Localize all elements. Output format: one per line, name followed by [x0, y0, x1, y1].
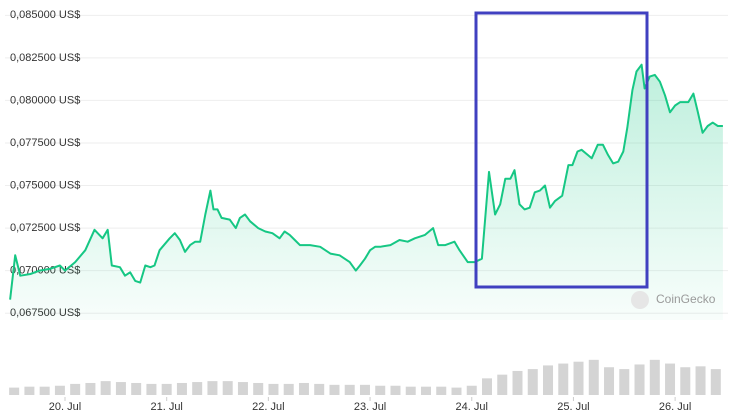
volume-bar [131, 382, 142, 395]
volume-bar [283, 383, 294, 395]
volume-bar [405, 386, 416, 395]
volume-bar [39, 386, 50, 395]
plot [9, 63, 723, 395]
volume-bar [512, 370, 523, 395]
volume-bar [146, 383, 157, 395]
volume-bar [359, 384, 370, 395]
watermark-logo [631, 291, 649, 309]
volume-bar [222, 381, 233, 395]
y-tick-label: 0,072500 US$ [10, 222, 80, 234]
price-line [9, 63, 723, 300]
volume-bar [298, 382, 309, 395]
volume-bar [9, 387, 20, 395]
x-tick-label: 21. Jul [150, 401, 182, 413]
volume-bar [390, 385, 401, 395]
volume-bar [527, 369, 538, 395]
x-tick-label: 24. Jul [456, 401, 488, 413]
x-tick-label: 25. Jul [557, 401, 589, 413]
x-tick-label: 20. Jul [49, 401, 81, 413]
highlight-box [474, 11, 649, 289]
volume-bar [161, 383, 172, 395]
watermark: CoinGecko [656, 292, 716, 306]
volume-bar [70, 383, 81, 395]
volume-bar [237, 382, 248, 395]
volume-bar [482, 378, 492, 395]
volume-bar [420, 386, 431, 395]
volume-bar [497, 374, 508, 395]
volume-bar [665, 363, 676, 395]
volume-bar [436, 386, 447, 395]
volume-bar [176, 382, 187, 395]
volume-bar [100, 381, 111, 395]
x-tick-label: 23. Jul [354, 401, 386, 413]
volume-bar [268, 383, 279, 395]
volume-bar [543, 365, 554, 395]
volume-bar [710, 369, 721, 395]
volume-bar [451, 387, 462, 395]
volume-bar [649, 359, 660, 395]
volume-bar [24, 386, 35, 395]
x-tick-label: 26. Jul [659, 401, 691, 413]
volume-bar [634, 364, 645, 395]
volume-bar [619, 369, 630, 395]
volume-bar [207, 381, 218, 395]
volume-bar [192, 382, 203, 395]
x-tick-label: 22. Jul [252, 401, 284, 413]
volume-bar [558, 363, 569, 395]
y-tick-label: 0,075000 US$ [10, 179, 80, 191]
volume-bar [466, 385, 477, 395]
area-fill [10, 64, 723, 320]
volume-bar [375, 385, 386, 395]
y-tick-label: 0,082500 US$ [10, 52, 80, 64]
volume-bar [573, 361, 584, 395]
grid: 0,085000 US$ 0,082500 US$ 0,080000 US$ 0,07… [5, 9, 728, 413]
volume-bar [604, 367, 615, 395]
volume-bar [115, 382, 126, 395]
volume-bar [329, 384, 340, 395]
volume-bar [253, 382, 264, 395]
y-tick-label: 0,080000 US$ [10, 94, 80, 106]
y-tick-label: 0,077500 US$ [10, 137, 80, 149]
volume-bar [54, 385, 65, 395]
volume-bar [680, 367, 691, 395]
volume-bar [85, 382, 96, 395]
volume-bar [588, 359, 599, 395]
y-tick-label: 0,085000 US$ [10, 9, 80, 21]
volume-bar [314, 383, 325, 395]
volume-bar [344, 384, 355, 395]
volume-bar [695, 366, 706, 395]
